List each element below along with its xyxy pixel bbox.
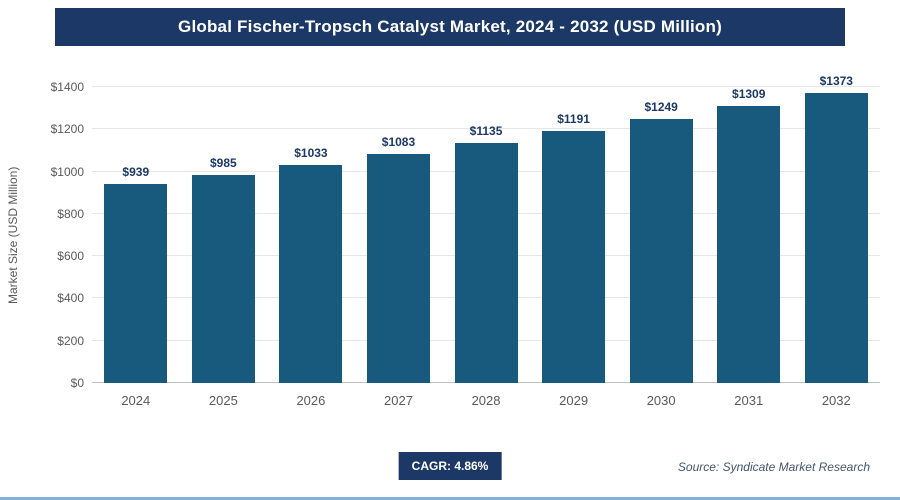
x-axis: 2024 2025 2026 2027 2028 2029 2030 2031 2032 — [92, 393, 880, 408]
bar-slot: $1135 — [442, 87, 530, 383]
bar-slot: $1249 — [617, 87, 705, 383]
y-tick-label: $1400 — [50, 80, 84, 94]
source-attribution: Source: Syndicate Market Research — [677, 460, 870, 474]
bar — [454, 143, 518, 383]
bar — [629, 118, 693, 383]
cagr-badge: CAGR: 4.86% — [398, 452, 502, 480]
y-tick-label: $200 — [57, 333, 84, 348]
bar — [366, 154, 430, 383]
x-axis-label: 2029 — [559, 393, 589, 408]
bar — [542, 131, 606, 383]
chart-title-bar: Global Fischer-Tropsch Catalyst Market, … — [55, 8, 845, 46]
y-tick-label: $0 — [70, 376, 84, 390]
bottom-accent-line — [0, 497, 900, 500]
bar-value-label: $1135 — [469, 124, 503, 139]
bar-value-label: $1083 — [381, 135, 416, 150]
bar-slot: $985 — [180, 87, 268, 383]
bar-value-label: $1373 — [819, 73, 853, 88]
x-axis-label: 2026 — [296, 393, 326, 408]
chart-title: Global Fischer-Tropsch Catalyst Market, … — [178, 17, 722, 36]
bar-value-label: $985 — [209, 155, 237, 170]
bar-value-label: $1309 — [732, 87, 766, 102]
y-tick-label: $400 — [57, 291, 84, 306]
bar-slot: $1373 — [793, 74, 881, 383]
x-axis-label: 2032 — [821, 393, 851, 408]
y-tick-label: $1200 — [50, 122, 84, 137]
bar — [104, 184, 168, 383]
bar — [717, 106, 781, 383]
bar-slot: $1083 — [355, 87, 443, 383]
x-axis-label: 2028 — [471, 393, 501, 408]
bar-value-label: $939 — [122, 165, 150, 180]
bar-series: $939 $985 $1033 $1083 $1135 $1191 $1249 $1309 $1… — [92, 74, 881, 383]
x-axis-label: 2030 — [646, 393, 676, 408]
y-tick-label: $800 — [57, 206, 84, 221]
y-tick-label: $1000 — [50, 164, 84, 179]
bar-value-label: $1033 — [294, 145, 328, 160]
bar — [279, 164, 343, 383]
bar — [804, 92, 868, 383]
bar-value-label: $1191 — [557, 112, 590, 127]
y-tick-label: $600 — [57, 249, 84, 264]
gridline — [92, 86, 880, 87]
bar-value-label: $1249 — [644, 99, 678, 114]
x-axis-label: 2027 — [384, 393, 413, 408]
x-axis-label: 2031 — [734, 393, 764, 408]
bar-slot: $1033 — [267, 87, 355, 383]
x-axis-label: 2025 — [208, 393, 238, 408]
bar — [191, 174, 255, 383]
x-axis-label: 2024 — [121, 393, 151, 408]
plot-area: $0 $200 $400 $600 $800 $1000 $1200 $1400 $939 $98… — [51, 74, 881, 390]
bar-slot: $1191 — [530, 87, 618, 383]
bar-slot: $1309 — [705, 87, 793, 383]
bar-slot: $939 — [92, 87, 180, 383]
y-axis-title: Market Size (USD Million) — [6, 166, 20, 304]
gridline — [92, 128, 880, 130]
